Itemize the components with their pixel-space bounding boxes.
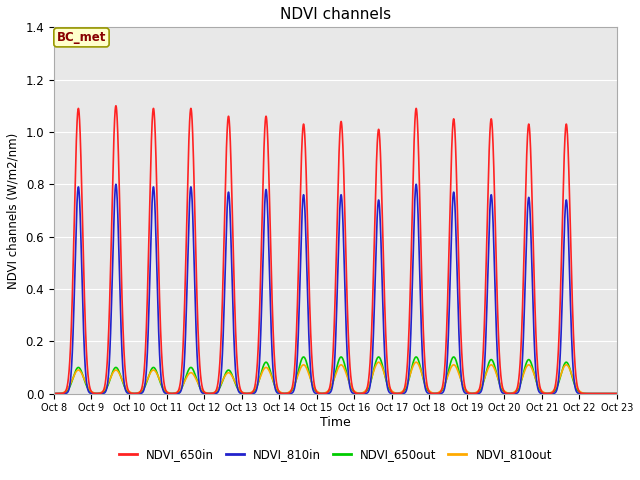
Title: NDVI channels: NDVI channels [280, 7, 391, 22]
NDVI_650out [50, 391, 58, 396]
NDVI_810in [493, 348, 501, 354]
NDVI_810in [261, 201, 269, 206]
NDVI_650out [611, 391, 619, 396]
NDVI_810out [493, 373, 501, 379]
NDVI_650in [112, 103, 120, 108]
NDVI_650in [613, 391, 621, 396]
NDVI_810in [613, 391, 621, 396]
NDVI_810out [375, 360, 383, 365]
Line: NDVI_650in: NDVI_650in [54, 106, 617, 394]
NDVI_650out [493, 373, 501, 379]
NDVI_650out [300, 354, 307, 360]
NDVI_650out [261, 360, 269, 366]
NDVI_810out [170, 390, 178, 396]
NDVI_650in [611, 391, 619, 396]
NDVI_810out [413, 360, 421, 366]
NDVI_650in [50, 391, 58, 396]
NDVI_810in [413, 192, 421, 197]
NDVI_810out [50, 391, 58, 396]
NDVI_810in [112, 181, 120, 187]
NDVI_810in [164, 391, 172, 396]
NDVI_810in [50, 391, 58, 396]
NDVI_810in [611, 391, 619, 396]
NDVI_650in [164, 390, 172, 396]
NDVI_650out [164, 390, 172, 396]
X-axis label: Time: Time [320, 416, 351, 429]
Legend: NDVI_650in, NDVI_810in, NDVI_650out, NDVI_810out: NDVI_650in, NDVI_810in, NDVI_650out, NDV… [114, 444, 557, 466]
Text: BC_met: BC_met [57, 31, 106, 44]
NDVI_650in [493, 293, 501, 299]
Line: NDVI_650out: NDVI_650out [54, 357, 617, 394]
NDVI_650out [413, 355, 421, 360]
Line: NDVI_810in: NDVI_810in [54, 184, 617, 394]
NDVI_810out [164, 390, 172, 396]
Line: NDVI_810out: NDVI_810out [54, 362, 617, 394]
NDVI_810out [611, 391, 619, 396]
Y-axis label: NDVI channels (W/m2/nm): NDVI channels (W/m2/nm) [7, 132, 20, 288]
NDVI_650out [613, 391, 621, 396]
NDVI_650in [261, 126, 269, 132]
NDVI_650in [413, 115, 421, 120]
NDVI_650in [171, 391, 179, 396]
NDVI_810in [171, 391, 179, 396]
NDVI_810out [613, 391, 621, 396]
NDVI_650out [170, 391, 178, 396]
NDVI_810out [261, 365, 269, 371]
